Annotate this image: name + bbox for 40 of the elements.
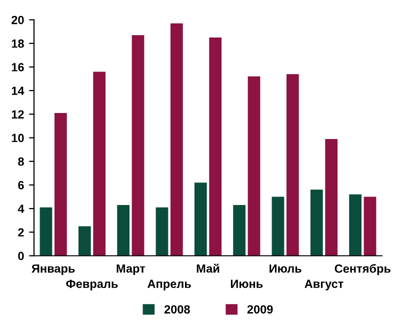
x-tick-label: Апрель	[148, 280, 191, 290]
y-tick-label: 14	[12, 86, 24, 95]
bar	[132, 35, 144, 256]
bar	[364, 196, 376, 256]
bar	[78, 226, 91, 256]
bar	[194, 182, 207, 256]
x-tick-label: Май	[196, 264, 220, 273]
bar	[209, 37, 222, 256]
bar	[233, 205, 246, 256]
bar	[286, 74, 299, 256]
y-tick-label: 20	[12, 16, 24, 24]
x-tick-label: Январь	[32, 264, 75, 276]
x-tick-label: Март	[116, 264, 146, 276]
bar	[93, 72, 106, 256]
y-tick-label: 0	[18, 252, 24, 260]
x-tick-label: Июль	[270, 264, 302, 273]
legend-label: 2009	[247, 305, 273, 314]
bar	[325, 138, 338, 256]
y-tick-label: 4	[18, 204, 24, 213]
y-tick-label: 6	[18, 181, 24, 190]
y-tick-label: 12	[12, 110, 24, 118]
bar	[156, 207, 168, 256]
x-tick-label: Август	[304, 280, 344, 290]
y-tick-label: 10	[12, 134, 24, 142]
x-tick-label: Сентябрь	[334, 264, 391, 276]
bar	[54, 113, 67, 256]
bar	[40, 207, 52, 256]
y-tick-label: 16	[12, 63, 24, 72]
bar	[248, 76, 260, 256]
y-tick-label: 2	[18, 228, 24, 236]
bar	[170, 23, 183, 256]
x-tick-label: Июнь	[230, 280, 263, 288]
bar	[310, 190, 323, 256]
legend-label: 2008	[164, 305, 190, 314]
bar	[117, 205, 130, 256]
bar	[349, 194, 362, 256]
x-tick-label: Февраль	[66, 280, 118, 290]
bar	[272, 196, 284, 256]
y-tick-label: 8	[18, 157, 24, 166]
y-tick-label: 18	[12, 39, 24, 48]
